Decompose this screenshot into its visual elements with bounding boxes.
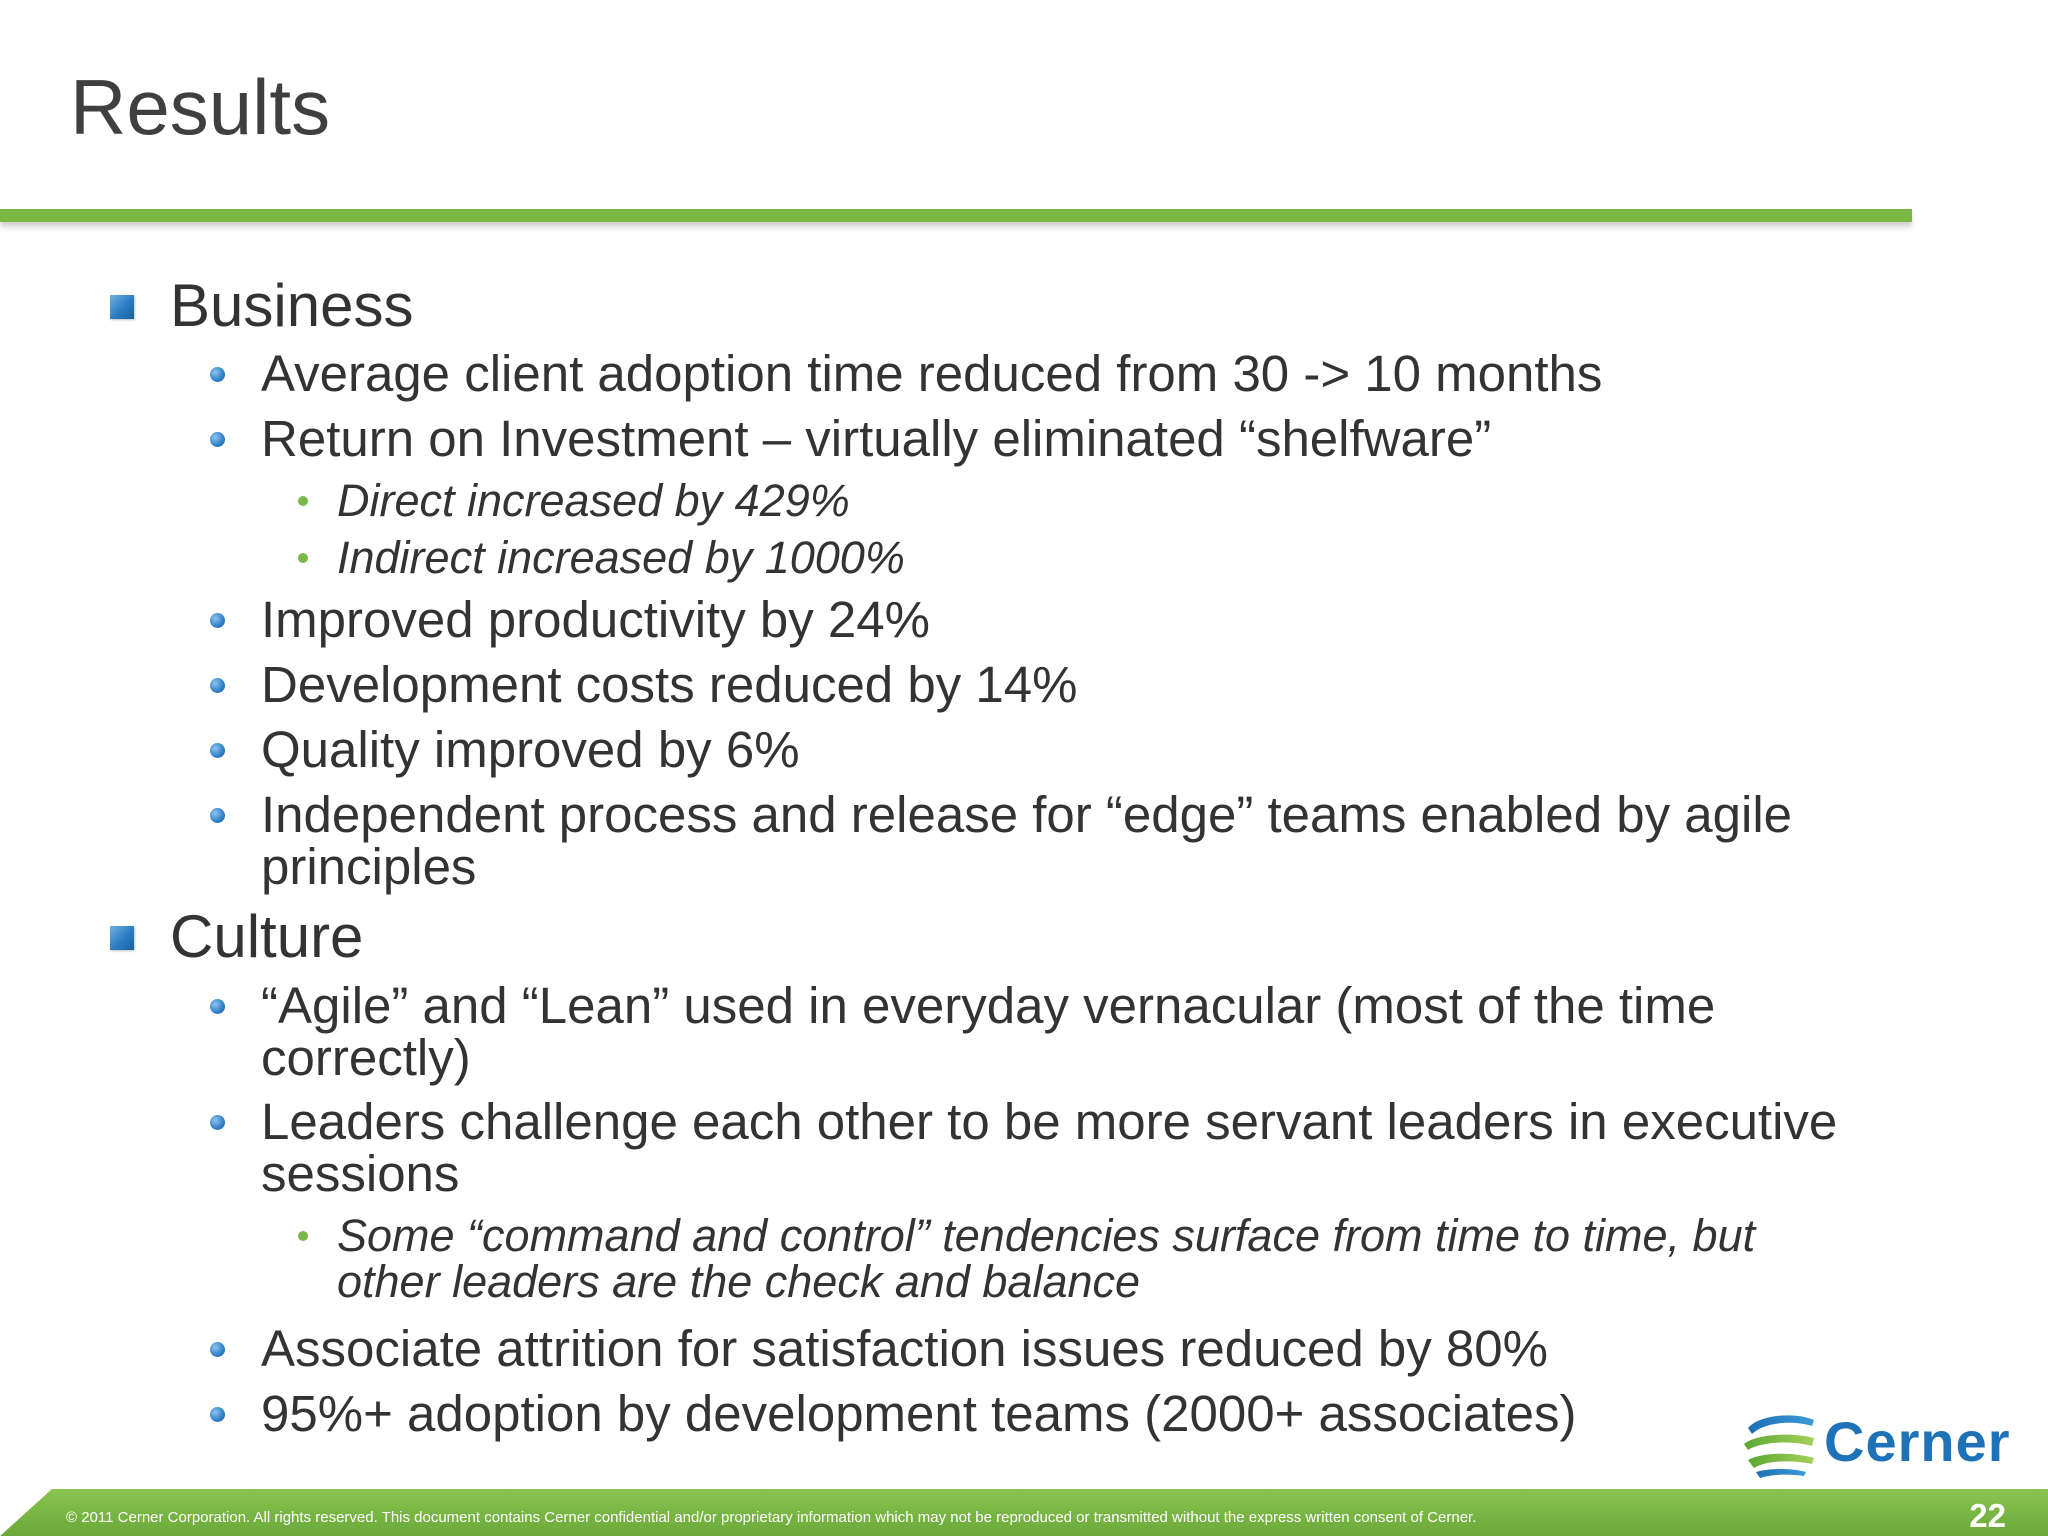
bullet-dot-icon (210, 678, 225, 693)
list-item: 95%+ adoption by development teams (2000… (261, 1385, 1577, 1442)
sub-list-item-continuation: other leaders are the check and balance (337, 1256, 1141, 1307)
cerner-logo: Cerner (1740, 1408, 2010, 1480)
list-item-continuation: principles (261, 838, 477, 895)
sub-bullet-dot-icon (298, 553, 308, 563)
footer: © 2011 Cerner Corporation. All rights re… (0, 1489, 2048, 1536)
cerner-logo-icon (1744, 1415, 1814, 1478)
sub-bullet-dot-icon (298, 496, 308, 506)
list-item-continuation: correctly) (261, 1029, 471, 1086)
list-item: “Agile” and “Lean” used in everyday vern… (261, 977, 1716, 1034)
page-number: 22 (1969, 1497, 2006, 1534)
bullet-dot-icon (210, 999, 225, 1014)
cerner-logo-text: Cerner (1824, 1410, 2011, 1473)
section-bullet-icon (110, 295, 134, 319)
bullet-dot-icon (210, 1115, 225, 1130)
bullet-dot-icon (210, 743, 225, 758)
section-heading-culture: Culture (170, 903, 364, 970)
bullet-dot-icon (210, 1342, 225, 1357)
list-item: Average client adoption time reduced fro… (261, 345, 1603, 402)
bullet-dot-icon (210, 613, 225, 628)
footer-bar (0, 1489, 2048, 1536)
section-heading-business: Business (170, 272, 414, 339)
sub-bullet-dot-icon (298, 1231, 308, 1241)
list-item-continuation: sessions (261, 1145, 460, 1202)
footer-copyright: © 2011 Cerner Corporation. All rights re… (66, 1509, 1477, 1526)
section-bullet-icon (110, 926, 134, 950)
bullet-dot-icon (210, 1407, 225, 1422)
list-item: Independent process and release for “edg… (261, 786, 1793, 843)
slide-title: Results (70, 63, 331, 151)
bullet-dot-icon (210, 808, 225, 823)
list-item: Improved productivity by 24% (261, 591, 930, 648)
sub-list-item: Direct increased by 429% (337, 475, 850, 526)
list-item: Leaders challenge each other to be more … (261, 1093, 1838, 1150)
list-item: Quality improved by 6% (261, 721, 800, 778)
list-item: Associate attrition for satisfaction iss… (261, 1320, 1548, 1377)
list-item: Development costs reduced by 14% (261, 656, 1078, 713)
sub-list-item: Some “command and control” tendencies su… (337, 1210, 1756, 1261)
bullet-dot-icon (210, 432, 225, 447)
sub-list-item: Indirect increased by 1000% (337, 532, 905, 583)
list-item: Return on Investment – virtually elimina… (261, 410, 1492, 467)
title-divider (0, 209, 1912, 222)
bullet-dot-icon (210, 367, 225, 382)
